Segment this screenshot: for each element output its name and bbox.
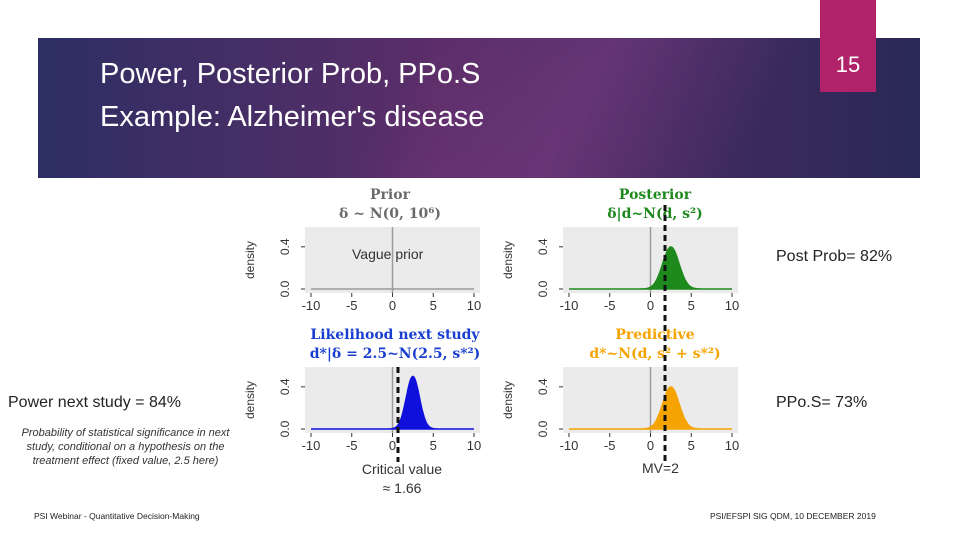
predictive-density-curve [569, 386, 732, 430]
posterior-formula: δ|d~N(d, s²) [607, 206, 703, 222]
prior-y-tick-label: 0.0 [278, 280, 292, 297]
page-number: 15 [835, 52, 861, 77]
page-number-box [820, 0, 876, 92]
predictive-y-axis-label: density [501, 381, 515, 419]
prior-formula: δ ~ N(0, 10⁶) [339, 206, 441, 222]
likelihood-density-curve [311, 375, 474, 430]
footer-left: PSI Webinar - Quantitative Decision-Maki… [34, 511, 200, 521]
likelihood-title: Likelihood next study [310, 327, 480, 343]
title-banner [38, 38, 920, 178]
mv-label: MV=2 [642, 460, 679, 476]
predictive-x-tick-label: 10 [725, 438, 739, 453]
posterior-y-tick-label: 0.4 [536, 238, 550, 255]
posterior-x-tick-label: 0 [647, 298, 654, 313]
likelihood-panel-title: Likelihood next study d*|δ = 2.5~N(2.5, … [295, 326, 495, 364]
posterior-x-tick-label: 5 [688, 298, 695, 313]
predictive-y-tick-label: 0.4 [536, 378, 550, 395]
predictive-title: Predictive [615, 327, 695, 343]
posterior-x-tick-label: -10 [560, 298, 579, 313]
ppos-label: PPo.S= 73% [776, 394, 868, 411]
predictive-panel-title: Predictive d*~N(d, s² + s*²) [560, 326, 750, 364]
likelihood-formula: d*|δ = 2.5~N(2.5, s*²) [309, 346, 481, 362]
predictive-formula: d*~N(d, s² + s*²) [589, 346, 721, 362]
power-label: Power next study = 84% [8, 394, 181, 411]
prior-y-tick-label: 0.4 [278, 238, 292, 255]
prior-panel-title: Prior δ ~ N(0, 10⁶) [300, 186, 480, 224]
vague-prior-label: Vague prior [352, 246, 424, 262]
likelihood-x-tick-label: -5 [346, 438, 358, 453]
posterior-x-tick-label: 10 [725, 298, 739, 313]
posterior-y-axis-label: density [501, 241, 515, 279]
slide-title: Power, Posterior Prob, PPo.S [100, 58, 481, 90]
prior-x-tick-label: 10 [467, 298, 481, 313]
predictive-x-tick-label: 0 [647, 438, 654, 453]
likelihood-x-tick-label: 0 [389, 438, 396, 453]
posterior-y-tick-label: 0.0 [536, 280, 550, 297]
predictive-x-tick-label: -5 [604, 438, 616, 453]
banner-decoration [38, 38, 920, 178]
footer-right: PSI/EFSPI SIG QDM, 10 DECEMBER 2019 [710, 511, 876, 521]
likelihood-x-tick-label: -10 [302, 438, 321, 453]
posterior-panel-title: Posterior δ|d~N(d, s²) [560, 186, 750, 224]
critical-value-number: ≈ 1.66 [382, 480, 422, 496]
prior-x-tick-label: 5 [430, 298, 437, 313]
prior-x-tick-label: -5 [346, 298, 358, 313]
predictive-x-tick-label: 5 [688, 438, 695, 453]
posterior-x-tick-label: -5 [604, 298, 616, 313]
likelihood-x-tick-label: 5 [430, 438, 437, 453]
prior-y-axis-label: density [243, 241, 257, 279]
likelihood-x-tick-label: 10 [467, 438, 481, 453]
likelihood-y-axis-label: density [243, 381, 257, 419]
prior-x-tick-label: -10 [302, 298, 321, 313]
critical-value-text: Critical value [361, 461, 443, 477]
likelihood-y-tick-label: 0.0 [278, 420, 292, 437]
prior-x-tick-label: 0 [389, 298, 396, 313]
power-note: Probability of statistical significance … [21, 427, 230, 467]
likelihood-y-tick-label: 0.4 [278, 378, 292, 395]
post-prob-label: Post Prob= 82% [776, 248, 893, 265]
prior-title: Prior [370, 187, 410, 203]
predictive-x-tick-label: -10 [560, 438, 579, 453]
posterior-density-curve [569, 246, 732, 290]
posterior-title: Posterior [618, 187, 692, 203]
critical-value-label: Critical value ≈ 1.66 [342, 460, 462, 498]
slide-subtitle: Example: Alzheimer's disease [100, 101, 485, 133]
predictive-y-tick-label: 0.0 [536, 420, 550, 437]
